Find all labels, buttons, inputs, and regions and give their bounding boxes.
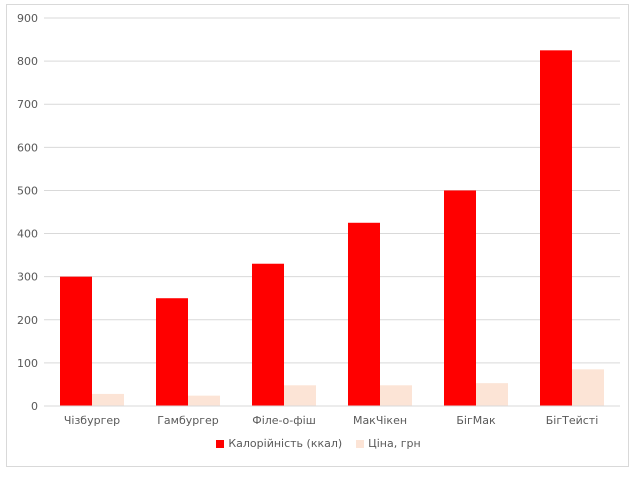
gridlines [44, 17, 620, 364]
x-tick-label: БігТейсті [546, 414, 599, 427]
x-tick-label: БігМак [456, 414, 496, 427]
bar-price-5 [572, 369, 604, 406]
bar-calories-1 [156, 298, 188, 406]
y-tick-label: 200 [17, 314, 38, 327]
bar-calories-5 [540, 50, 572, 406]
bar-calories-0 [60, 276, 92, 406]
y-tick-label: 800 [17, 55, 38, 68]
x-tick-label: Філе-о-фіш [252, 414, 316, 427]
x-tick-label: МакЧікен [353, 414, 407, 427]
bar-price-2 [284, 385, 316, 406]
bar-calories-3 [348, 222, 380, 406]
y-tick-label: 700 [17, 98, 38, 111]
bar-price-4 [476, 383, 508, 406]
x-axis-ticks: Чізбургер Гамбургер Філе-о-фіш МакЧікен БігМ… [64, 414, 598, 427]
x-tick-label: Гамбургер [157, 414, 219, 427]
y-tick-label: 900 [17, 12, 38, 25]
legend-item-price: Ціна, грн [356, 437, 421, 450]
y-tick-label: 500 [17, 184, 38, 197]
x-tick-label: Чізбургер [64, 414, 120, 427]
bar-price-1 [188, 395, 220, 406]
legend-label-calories: Калорійність (ккал) [228, 437, 343, 450]
y-tick-label: 0 [31, 400, 38, 413]
y-tick-label: 600 [17, 141, 38, 154]
legend-label-price: Ціна, грн [368, 437, 421, 450]
legend-swatch-price [356, 439, 365, 448]
y-tick-label: 100 [17, 357, 38, 370]
bars [60, 50, 604, 406]
bar-calories-4 [444, 190, 476, 406]
bar-price-3 [380, 385, 412, 406]
y-axis-ticks: 0 100 200 300 400 500 600 700 800 900 [17, 12, 38, 413]
legend: Калорійність (ккал) Ціна, грн [0, 437, 637, 450]
bar-price-0 [92, 393, 124, 406]
chart-frame [6, 4, 629, 467]
legend-item-calories: Калорійність (ккал) [216, 437, 342, 450]
y-tick-label: 400 [17, 228, 38, 241]
legend-swatch-calories [216, 439, 225, 448]
bar-calories-2 [252, 263, 284, 406]
y-tick-label: 300 [17, 271, 38, 284]
